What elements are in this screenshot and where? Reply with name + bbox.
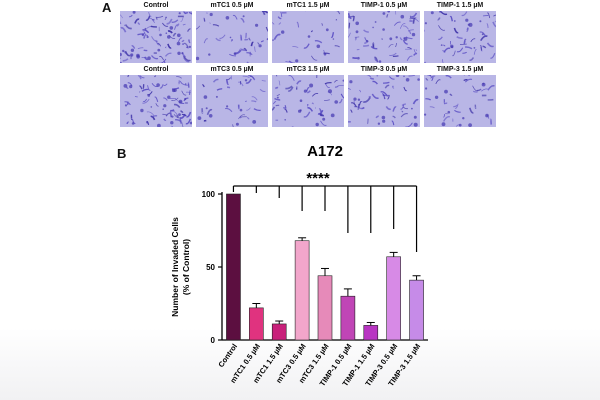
micrograph-image [120,11,192,63]
bar [340,295,356,341]
micrograph-tile: mTC1 0.5 µM [196,0,268,64]
micrograph-caption: Control [143,2,169,9]
y-tick-label: 0 [211,336,216,345]
micrograph-caption: mTC1 0.5 µM [210,2,254,9]
micrograph-image [272,11,344,63]
bar [294,240,310,341]
micrograph-row-1: Control mTC1 0.5 µM mTC1 1.5 µM TIMP-1 0.5 … [120,0,500,64]
bar [226,193,241,341]
panel-a-label: A [102,0,112,15]
micrograph-image [196,75,268,127]
bar [386,256,401,341]
micrograph-caption: TIMP-3 1.5 µM [436,66,484,73]
bar [317,275,333,341]
micrograph-image [196,11,268,63]
micrograph-tile: mTC3 0.5 µM [196,64,268,128]
bar [409,279,424,341]
micrograph-image [348,11,420,63]
micrograph-image [120,75,192,127]
micrograph-image [272,75,344,127]
micrograph-tile: mTC1 1.5 µM [272,0,344,64]
micrograph-caption: TIMP-3 0.5 µM [360,66,408,73]
panel-b-label: B [117,146,127,161]
micrograph-tile: TIMP-3 0.5 µM [348,64,420,128]
micrograph-caption: mTC3 0.5 µM [210,66,254,73]
micrograph-image [424,11,496,63]
micrograph-tile: Control [120,64,192,128]
y-tick-label: 50 [206,263,215,272]
y-axis-label: Number of Invaded Cells(% of Control) [170,217,191,317]
micrograph-tile: Control [120,0,192,64]
micrograph-caption: mTC3 1.5 µM [286,66,330,73]
micrograph-tile: mTC3 1.5 µM [272,64,344,128]
bar [249,307,264,341]
micrograph-caption: TIMP-1 1.5 µM [436,2,484,9]
bar [363,325,379,341]
micrograph-image [424,75,496,127]
micrograph-tile: TIMP-3 1.5 µM [424,64,496,128]
micrograph-caption: mTC1 1.5 µM [286,2,330,9]
micrograph-tile: TIMP-1 1.5 µM [424,0,496,64]
micrograph-image [348,75,420,127]
micrograph-row-2: Control mTC3 0.5 µM mTC3 1.5 µM TIMP-3 0.5 … [120,64,500,128]
chart-title: A172 [307,143,343,160]
bar [271,323,287,341]
y-tick-label: 100 [202,190,216,199]
micrograph-caption: TIMP-1 0.5 µM [360,2,408,9]
significance-stars: **** [306,170,330,187]
micrograph-tile: TIMP-1 0.5 µM [348,0,420,64]
x-tick-label: Control [216,342,239,369]
micrograph-caption: Control [143,66,169,73]
